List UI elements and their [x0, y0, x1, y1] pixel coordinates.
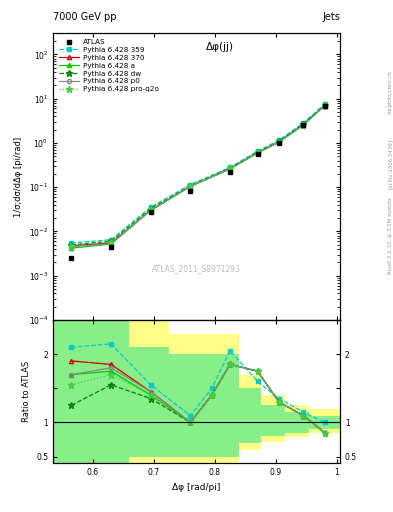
Text: Jets: Jets — [322, 12, 340, 22]
Text: mcplots.cern.ch: mcplots.cern.ch — [388, 70, 393, 114]
Text: 7000 GeV pp: 7000 GeV pp — [53, 12, 117, 22]
Text: ATLAS_2011_S8971293: ATLAS_2011_S8971293 — [152, 264, 241, 273]
Text: Δφ(jj): Δφ(jj) — [206, 42, 233, 52]
Y-axis label: Ratio to ATLAS: Ratio to ATLAS — [22, 361, 31, 422]
Text: Rivet 3.1.10, ≥ 3.2M events: Rivet 3.1.10, ≥ 3.2M events — [388, 197, 393, 274]
Legend: ATLAS, Pythia 6.428 359, Pythia 6.428 370, Pythia 6.428 a, Pythia 6.428 dw, Pyth: ATLAS, Pythia 6.428 359, Pythia 6.428 37… — [57, 37, 161, 94]
X-axis label: Δφ [rad/pi]: Δφ [rad/pi] — [172, 483, 221, 492]
Text: [arXiv:1306.3436]: [arXiv:1306.3436] — [388, 139, 393, 189]
Y-axis label: 1/σ;dσ/dΔφ [pi/rad]: 1/σ;dσ/dΔφ [pi/rad] — [14, 137, 23, 217]
